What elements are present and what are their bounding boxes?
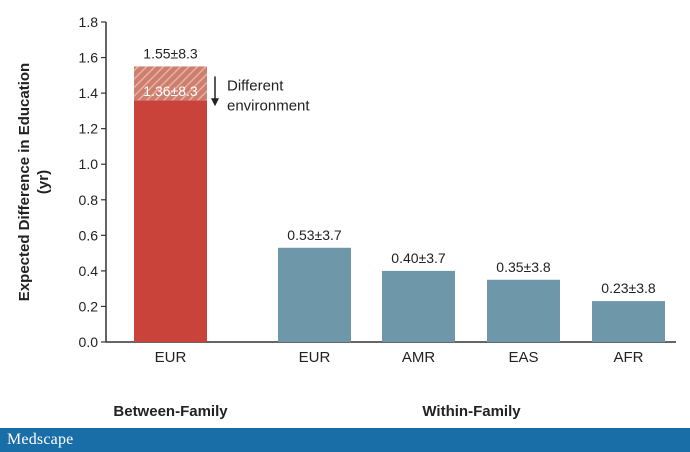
bar-amr bbox=[382, 270, 455, 342]
value-label: 0.23±3.8 bbox=[601, 280, 656, 296]
y-axis-label-group: Expected Difference in Education (yr) bbox=[16, 63, 52, 301]
y-tick-label: 0.0 bbox=[79, 334, 99, 350]
value-label: 1.55±8.3 bbox=[143, 45, 198, 61]
y-axis-title-line-1: Expected Difference in Education bbox=[16, 63, 33, 301]
annotation-line-2: environment bbox=[227, 97, 310, 114]
bar-eur bbox=[278, 247, 351, 342]
annotation-line-1: Different bbox=[227, 77, 284, 94]
y-tick-label: 1.2 bbox=[79, 121, 99, 137]
x-tick-label: AFR bbox=[614, 349, 644, 366]
y-axis-title-line-2: (yr) bbox=[35, 170, 52, 194]
bar-eur-between-hatched bbox=[134, 66, 207, 101]
x-tick-label: EUR bbox=[299, 349, 331, 366]
value-label: 0.53±3.7 bbox=[287, 227, 342, 243]
inner-value-label: 1.36±8.3 bbox=[143, 83, 198, 99]
value-label: 0.35±3.8 bbox=[496, 259, 551, 275]
y-tick-label: 1.4 bbox=[79, 85, 99, 101]
bar-eur-between bbox=[134, 100, 207, 342]
bar-afr bbox=[592, 301, 665, 342]
medscape-logo[interactable]: Medscape bbox=[7, 431, 74, 448]
y-tick-label: 1.6 bbox=[79, 50, 99, 66]
bars bbox=[134, 66, 665, 342]
bar-chart: Expected Difference in Education (yr) 0.0… bbox=[16, 14, 676, 420]
bar-eas bbox=[487, 279, 560, 342]
x-tick-label: AMR bbox=[402, 349, 436, 366]
x-tick-label: EUR bbox=[155, 349, 187, 366]
x-tick-label: EAS bbox=[508, 349, 538, 366]
value-labels: 1.55±8.3 1.36±8.3 Different environment EUR 0… bbox=[113, 45, 656, 420]
value-label: 0.40±3.7 bbox=[391, 250, 446, 266]
group-label: Between-Family bbox=[113, 403, 228, 420]
y-tick-label: 0.2 bbox=[79, 298, 99, 314]
footer-bar: Medscape bbox=[0, 428, 690, 452]
group-label: Within-Family bbox=[422, 403, 521, 420]
y-tick-label: 1.8 bbox=[79, 14, 99, 30]
y-tick-label: 1.0 bbox=[79, 156, 99, 172]
y-tick-label: 0.4 bbox=[79, 263, 99, 279]
y-tick-label: 0.6 bbox=[79, 227, 99, 243]
y-tick-label: 0.8 bbox=[79, 192, 99, 208]
arrow-head bbox=[211, 98, 219, 107]
